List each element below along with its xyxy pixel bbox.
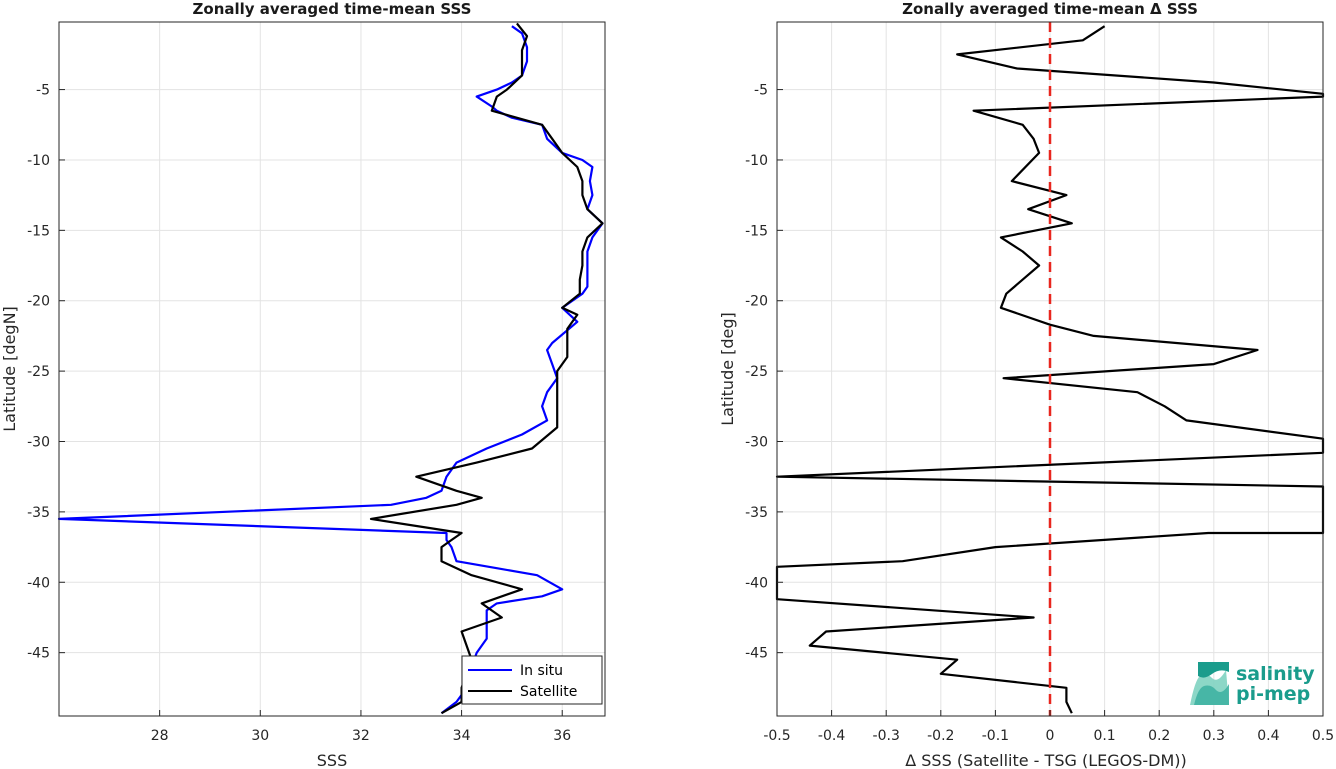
axes-box bbox=[58, 21, 606, 717]
x-tick-label: 32 bbox=[352, 728, 370, 744]
logo-line-1: salinity bbox=[1236, 663, 1315, 685]
x-tick-label: -0.3 bbox=[873, 728, 900, 744]
y-tick-label: -5 bbox=[754, 83, 768, 99]
y-tick-label: -25 bbox=[745, 364, 768, 380]
x-tick-label: 0.2 bbox=[1148, 728, 1170, 744]
y-tick-label: -35 bbox=[27, 505, 50, 521]
x-tick-label: -0.5 bbox=[763, 728, 790, 744]
y-tick-label: -45 bbox=[745, 646, 768, 662]
y-tick-label: -10 bbox=[745, 153, 768, 169]
y-tick-label: -20 bbox=[745, 294, 768, 310]
x-tick-label: 0.5 bbox=[1312, 728, 1334, 744]
series-line-satellite bbox=[369, 22, 604, 715]
y-tick-label: -40 bbox=[745, 575, 768, 591]
x-tick-label: 0 bbox=[1046, 728, 1055, 744]
y-tick-label: -40 bbox=[27, 575, 50, 591]
y-axis-label: Latitude [deg] bbox=[718, 312, 737, 426]
legend-label-satellite: Satellite bbox=[520, 684, 577, 700]
salinity-pi-mep-logo: salinity pi-mep bbox=[1190, 662, 1315, 705]
y-tick-label: -10 bbox=[27, 153, 50, 169]
plot-area bbox=[59, 22, 605, 716]
y-tick-label: -30 bbox=[745, 434, 768, 450]
x-tick-label: 36 bbox=[553, 728, 571, 744]
x-tick-label: 34 bbox=[453, 728, 471, 744]
legend: In situ Satellite bbox=[461, 655, 603, 705]
y-tick-label: -20 bbox=[27, 294, 50, 310]
x-tick-label: -0.4 bbox=[818, 728, 845, 744]
y-tick-label: -45 bbox=[27, 646, 50, 662]
series-lines bbox=[775, 22, 1325, 716]
x-tick-label: -0.1 bbox=[982, 728, 1009, 744]
grid bbox=[59, 22, 605, 716]
ticks: -0.5 -0.4 -0.3 -0.2 -0.1 0 0.1 0.2 0.3 0.4 0.5 -5 -1… bbox=[745, 83, 1334, 744]
y-tick-label: -35 bbox=[745, 505, 768, 521]
legend-label-in-situ: In situ bbox=[520, 663, 563, 679]
x-axis-label: SSS bbox=[317, 751, 347, 769]
y-tick-label: -25 bbox=[27, 364, 50, 380]
wave-logo-icon bbox=[1190, 662, 1229, 705]
series-lines bbox=[57, 22, 604, 715]
ticks: 28 30 32 34 36 -5 -10 -15 -20 -25 -30 -35 -40 -45 bbox=[27, 83, 571, 744]
chart-title: Zonally averaged time-mean SSS bbox=[193, 0, 472, 18]
x-tick-label: -0.2 bbox=[927, 728, 954, 744]
y-tick-label: -15 bbox=[745, 223, 768, 239]
logo-line-2: pi-mep bbox=[1236, 683, 1310, 705]
legend-box bbox=[461, 655, 603, 705]
y-tick-label: -15 bbox=[27, 223, 50, 239]
y-tick-label: -30 bbox=[27, 434, 50, 450]
x-tick-label: 30 bbox=[251, 728, 269, 744]
x-tick-label: 0.3 bbox=[1203, 728, 1225, 744]
delta-sss-line bbox=[775, 25, 1325, 714]
y-tick-label: -5 bbox=[36, 83, 50, 99]
x-tick-label: 0.1 bbox=[1093, 728, 1115, 744]
sss-panel: 28 30 32 34 36 -5 -10 -15 -20 -25 -30 -35 -40 -45 Zon… bbox=[0, 0, 606, 769]
delta-sss-panel: -0.5 -0.4 -0.3 -0.2 -0.1 0 0.1 0.2 0.3 0.4 0.5 -5 -1… bbox=[718, 0, 1334, 769]
x-tick-label: 0.4 bbox=[1257, 728, 1279, 744]
x-tick-label: 28 bbox=[151, 728, 169, 744]
x-axis-label: Δ SSS (Satellite - TSG (LEGOS-DM)) bbox=[905, 751, 1187, 769]
chart-title: Zonally averaged time-mean Δ SSS bbox=[902, 0, 1198, 18]
y-axis-label: Latitude [degN] bbox=[0, 306, 19, 432]
